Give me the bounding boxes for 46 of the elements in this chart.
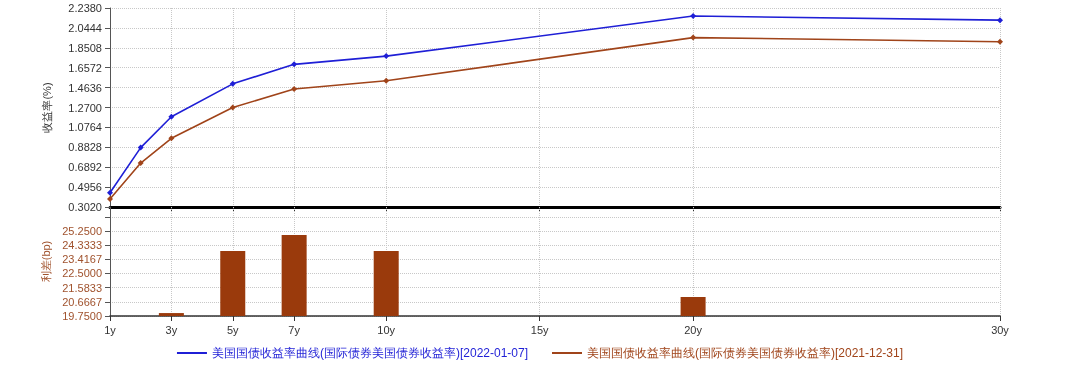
y-tick-label: 1.0764 xyxy=(68,121,102,134)
point xyxy=(137,144,144,151)
point xyxy=(291,86,298,92)
point xyxy=(229,104,236,111)
point xyxy=(997,38,1003,45)
point xyxy=(107,189,113,196)
y-tick-label: 23.4167 xyxy=(62,253,102,266)
x-tick-label: 1y xyxy=(104,323,117,336)
y-tick-label: 2.2380 xyxy=(68,2,102,14)
y-axis-title: 利差(bp) xyxy=(39,240,52,283)
y-axis-title: 收益率(%) xyxy=(40,82,53,133)
point xyxy=(137,160,144,167)
y-tick-label: 24.3333 xyxy=(62,239,102,252)
point xyxy=(168,113,175,120)
x-tick-label: 20y xyxy=(684,323,703,336)
legend-label: 美国国债收益率曲线(国际债券美国债券收益率)[2021-12-31] xyxy=(587,346,904,360)
point xyxy=(229,80,236,87)
point xyxy=(997,17,1003,24)
legend-label: 美国国债收益率曲线(国际债券美国债券收益率)[2022-01-07] xyxy=(211,346,528,360)
y-tick-label: 0.8828 xyxy=(68,141,102,154)
y-tick-label: 2.0444 xyxy=(68,21,102,34)
point xyxy=(168,135,175,142)
point xyxy=(690,34,697,41)
y-tick-label: 0.4956 xyxy=(68,181,102,194)
y-tick-label: 22.5000 xyxy=(62,267,102,280)
y-tick-label: 1.8508 xyxy=(68,41,102,54)
x-tick-label: 10y xyxy=(377,323,396,336)
point xyxy=(690,13,697,20)
point xyxy=(383,77,390,84)
point xyxy=(383,53,390,60)
x-tick-label: 5y xyxy=(226,323,240,336)
y-tick-label: 20.6667 xyxy=(62,295,102,308)
y-tick-label: 1.2700 xyxy=(68,101,102,114)
x-tick-label: 30y xyxy=(991,323,1010,336)
y-tick-label: 25.2500 xyxy=(62,224,102,237)
y-tick-label: 1.4636 xyxy=(68,81,102,94)
x-tick-label: 3y xyxy=(165,323,178,336)
point xyxy=(107,195,113,202)
x-tick-label: 15y xyxy=(530,323,550,336)
y-tick-label: 1.6572 xyxy=(68,61,102,74)
point xyxy=(291,61,298,68)
y-tick-label: 0.6892 xyxy=(68,161,102,174)
x-tick-label: 7y xyxy=(288,323,301,336)
y-tick-label: 21.5833 xyxy=(62,281,102,294)
y-tick-label: 0.3020 xyxy=(68,201,102,213)
y-tick-label: 19.7500 xyxy=(62,310,102,322)
